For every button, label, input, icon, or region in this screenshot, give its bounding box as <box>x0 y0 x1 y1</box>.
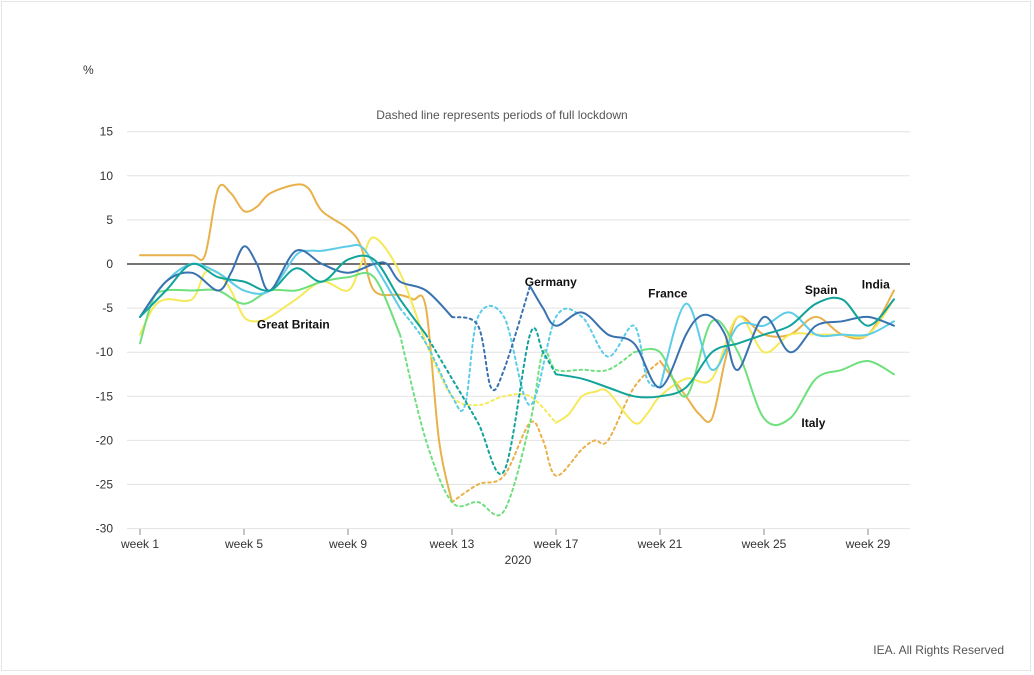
x-tick-label: week 13 <box>429 537 475 551</box>
x-tick-label: week 21 <box>637 537 683 551</box>
italy-line <box>633 318 895 426</box>
france-lockdown-line <box>399 304 661 412</box>
series-labels: Great Britain Germany France Spain India Ital… <box>257 275 890 430</box>
x-axis-title: 2020 <box>505 553 532 567</box>
series-label-great-britain: Great Britain <box>257 317 330 331</box>
y-tick-label: 5 <box>106 213 113 227</box>
x-tick-label: week 9 <box>328 537 367 551</box>
y-tick-label: -5 <box>102 301 113 315</box>
series-label-spain: Spain <box>805 283 838 297</box>
series-lines <box>139 183 895 517</box>
series-label-india: India <box>862 278 890 292</box>
y-tick-label: 10 <box>100 169 114 183</box>
germany-line <box>139 245 453 318</box>
y-tick-label: 15 <box>100 125 114 139</box>
series-label-france: France <box>648 287 688 301</box>
y-tick-label: 0 <box>106 257 113 271</box>
y-tick-label: -30 <box>96 522 114 536</box>
spain-lockdown-line <box>425 327 557 475</box>
x-tick-label: week 25 <box>741 537 787 551</box>
y-unit-label: % <box>83 63 94 77</box>
germany-line <box>529 285 895 389</box>
x-tick-label: week 29 <box>845 537 891 551</box>
y-tick-label: -15 <box>96 389 114 403</box>
spain-line <box>555 296 895 399</box>
x-axis-ticks: week 1 week 5 week 9 week 13 week 17 week 21 w… <box>120 529 891 551</box>
x-tick-label: week 17 <box>533 537 579 551</box>
y-tick-label: -10 <box>96 345 114 359</box>
y-axis-ticks: 15 10 5 0 -5 -10 -15 -20 -25 -30 <box>96 125 114 536</box>
x-tick-label: week 1 <box>120 537 159 551</box>
grid-lines <box>127 131 910 530</box>
india-line <box>659 289 895 423</box>
series-label-italy: Italy <box>801 416 825 430</box>
india-line <box>139 183 453 504</box>
india-lockdown-line <box>451 360 661 504</box>
y-tick-label: -25 <box>96 478 114 492</box>
x-tick-label: week 5 <box>224 537 263 551</box>
series-label-germany: Germany <box>525 275 577 289</box>
lockdown-annotation: Dashed line represents periods of full l… <box>376 108 627 122</box>
copyright-credit: IEA. All Rights Reserved <box>873 643 1004 657</box>
italy-lockdown-line <box>399 333 635 517</box>
spain-line <box>139 254 427 336</box>
y-tick-label: -20 <box>96 433 114 447</box>
great-britain-line <box>555 298 895 425</box>
germany-lockdown-line <box>451 285 531 392</box>
